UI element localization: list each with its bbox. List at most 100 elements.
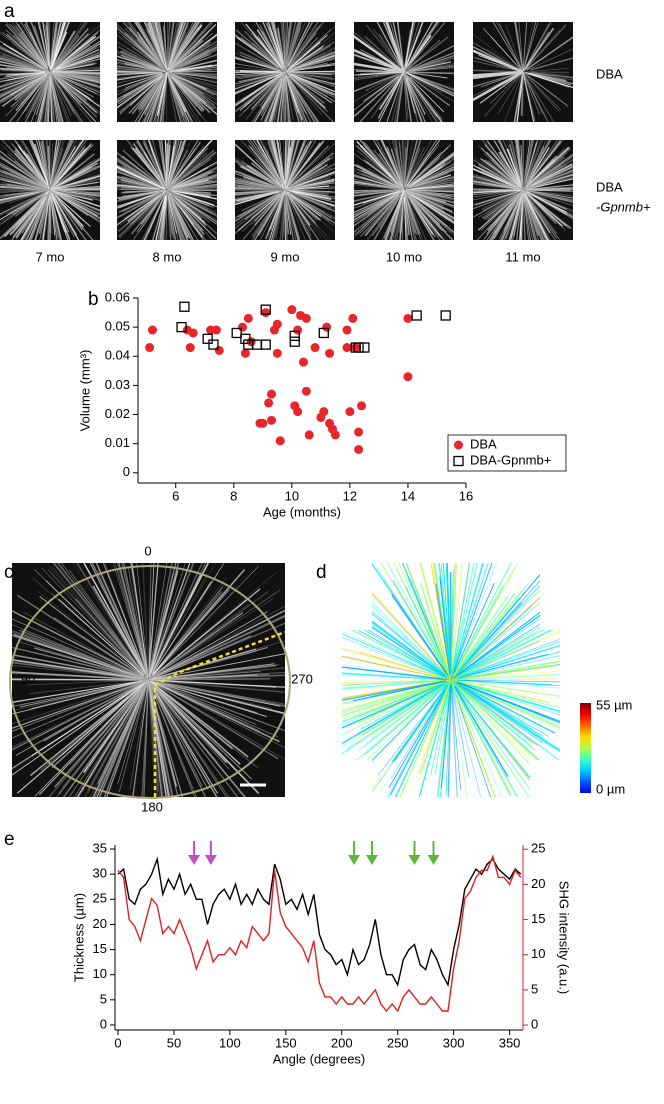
fiber [524, 190, 573, 212]
fiber [153, 684, 248, 783]
fiber [355, 75, 400, 117]
fiber [526, 36, 573, 71]
x-tick-label: 6 [172, 488, 179, 503]
fiber [170, 194, 198, 225]
fiber [50, 22, 55, 67]
fiber [342, 681, 448, 736]
fiber [49, 140, 88, 190]
fiber [407, 193, 448, 240]
fiber [354, 164, 404, 190]
fiber [526, 146, 570, 188]
scatter-point [342, 325, 352, 335]
fiber [235, 184, 283, 191]
fiber [524, 140, 544, 187]
fiber [122, 149, 167, 190]
fiber [151, 683, 260, 796]
fiber [513, 22, 523, 65]
fiber [513, 197, 523, 237]
fiber [408, 195, 443, 239]
fiber [166, 191, 177, 240]
scatter-point [440, 310, 451, 321]
fiber [235, 143, 282, 187]
fiber [169, 190, 217, 203]
fiber [117, 180, 164, 190]
fiber [54, 69, 100, 73]
fiber [357, 168, 398, 188]
fiber [52, 34, 74, 68]
fiber [169, 191, 210, 223]
fiber [527, 76, 561, 111]
fiber [440, 684, 452, 789]
fiber [454, 678, 557, 681]
fiber [342, 679, 451, 692]
legend-marker [454, 440, 463, 450]
fiber [41, 74, 50, 122]
fiber [365, 680, 451, 745]
fiber [401, 193, 405, 240]
fiber [363, 75, 400, 102]
fiber [20, 196, 47, 240]
fiber [377, 193, 402, 225]
fiber [354, 194, 399, 236]
fiber [117, 41, 162, 70]
fiber [166, 72, 185, 122]
fiber [526, 184, 573, 191]
fiber [377, 683, 449, 776]
fiber [267, 22, 285, 69]
fiber [50, 75, 64, 122]
fiber [9, 190, 50, 215]
fiber [137, 22, 168, 73]
fiber [435, 685, 451, 797]
fiber [386, 78, 402, 122]
fiber [235, 63, 278, 72]
fiber [151, 573, 202, 674]
fiber [342, 680, 449, 721]
fiber [473, 41, 520, 71]
fiber [451, 681, 490, 781]
fiber [291, 74, 335, 96]
scatter-point [325, 348, 335, 358]
fiber [521, 77, 524, 117]
fiber [152, 598, 249, 677]
fiber [236, 29, 284, 71]
fiber [49, 191, 62, 240]
fiber [15, 22, 47, 66]
fiber [171, 152, 208, 187]
fiber [29, 679, 148, 695]
fiber [52, 64, 93, 73]
fiber [524, 194, 545, 240]
fiber [405, 196, 421, 235]
scatter-point [185, 343, 195, 353]
fiber [288, 150, 308, 185]
fiber [345, 655, 450, 681]
fiber [453, 635, 560, 680]
fiber [354, 190, 404, 218]
fiber [253, 140, 285, 189]
fiber [170, 193, 217, 240]
fiber [410, 169, 454, 188]
fiber [515, 197, 523, 240]
fiber [405, 193, 435, 240]
fiber [148, 563, 152, 676]
fiber [15, 74, 48, 112]
fiber [403, 159, 439, 191]
fiber [52, 141, 82, 186]
fiber [288, 190, 332, 201]
fiber [29, 140, 51, 190]
fiber [30, 22, 49, 66]
fiber [292, 182, 335, 190]
fiber [117, 73, 162, 88]
fiber [370, 681, 449, 737]
fiber [379, 682, 449, 754]
fiber [167, 141, 202, 189]
fiber [15, 680, 148, 756]
fiber [409, 76, 450, 107]
scatter-point [260, 304, 271, 315]
fiber [47, 568, 146, 677]
fiber [289, 145, 330, 186]
fiber [54, 194, 91, 227]
fiber [365, 73, 400, 91]
fiber [117, 65, 164, 73]
fiber [56, 73, 100, 84]
